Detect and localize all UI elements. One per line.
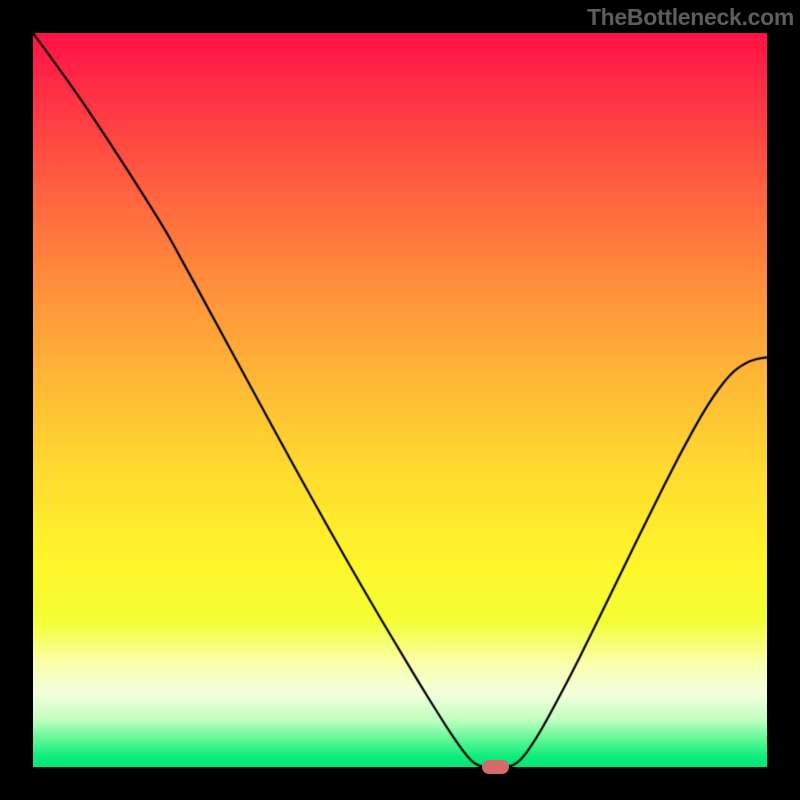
chart-frame: TheBottleneck.com [0, 0, 800, 800]
bottleneck-curve [33, 33, 767, 767]
plot-area [33, 33, 767, 767]
watermark-text: TheBottleneck.com [587, 4, 794, 31]
optimum-marker [482, 760, 508, 773]
